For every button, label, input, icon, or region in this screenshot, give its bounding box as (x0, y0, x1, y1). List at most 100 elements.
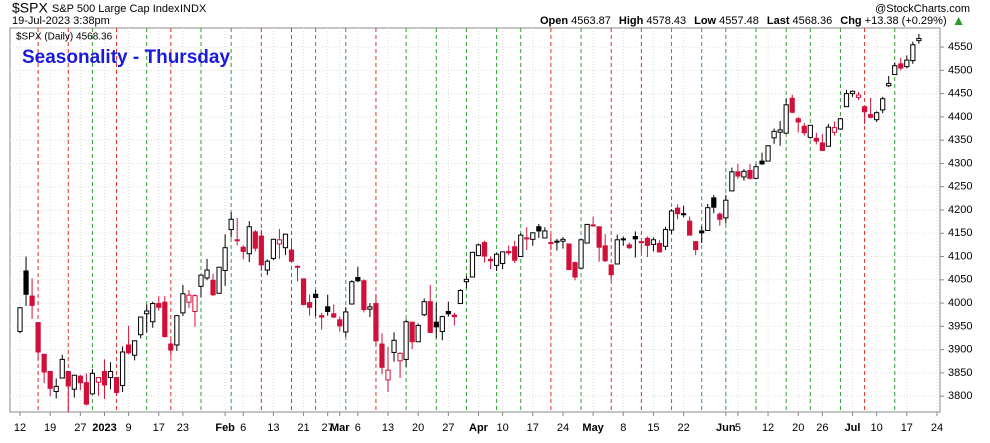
x-tick-label: Apr (469, 422, 489, 434)
candle-body (530, 232, 536, 240)
change-arrow (954, 17, 963, 25)
index-name: S&P 500 Large Cap Index (52, 3, 180, 15)
candle-body (904, 59, 910, 68)
candle-body (373, 303, 379, 342)
quote-value: 4568.36 (793, 15, 833, 27)
plot-frame (9, 27, 941, 413)
candle-body (107, 371, 114, 379)
timestamp: 19-Jul-2023 3:38pm (12, 15, 110, 27)
candle-body (699, 230, 705, 234)
candle-body (421, 301, 427, 316)
candle-body (325, 306, 331, 312)
candle-body (204, 269, 210, 279)
candle-body (276, 239, 283, 245)
symbol: $SPX (12, 0, 48, 16)
x-tick-label: 8 (620, 422, 626, 434)
candle-body (270, 238, 277, 259)
candle-body (379, 343, 385, 368)
candle-body (138, 316, 144, 336)
candle-body (47, 371, 53, 389)
y-tick-label: 3850 (948, 367, 972, 379)
x-tick-label: 27 (322, 422, 334, 434)
y-tick-label: 4050 (948, 274, 972, 286)
x-tick-label: 24 (931, 422, 943, 434)
x-tick-label: 20 (792, 422, 804, 434)
candle-body (548, 242, 554, 245)
candle-body (874, 112, 880, 121)
candle-body (144, 310, 150, 315)
x-tick-label: 13 (267, 422, 279, 434)
candle-body (77, 375, 83, 384)
candle-body (747, 169, 753, 179)
candle-body (343, 311, 349, 333)
candle-body (487, 258, 494, 262)
candle-body (662, 229, 669, 247)
x-tick-label: 10 (871, 422, 883, 434)
candle-body (849, 90, 856, 95)
y-tick-label: 3800 (948, 390, 972, 402)
candle-body (723, 199, 729, 219)
candle-body (150, 303, 156, 323)
candle-body (337, 319, 343, 327)
quote-label: Last (767, 15, 790, 27)
candle-body (174, 315, 180, 346)
candle-body (843, 93, 850, 108)
candle-body (17, 307, 23, 332)
candle-body (288, 249, 295, 262)
x-tick-label: 17 (153, 422, 165, 434)
candle-body (813, 137, 819, 142)
candle-body (65, 371, 71, 387)
candle-body (807, 124, 813, 138)
candle-body (512, 246, 518, 261)
y-tick-label: 4450 (948, 88, 972, 100)
candle-body (35, 322, 41, 353)
candle-body (361, 280, 367, 311)
x-tick-label: 13 (382, 422, 394, 434)
candle-body (578, 239, 584, 269)
candle-body (433, 321, 439, 328)
candle-body (180, 293, 186, 314)
candle-body (355, 276, 361, 282)
candle-body (493, 253, 500, 266)
x-tick-label: 9 (126, 422, 132, 434)
candle-body (560, 238, 566, 242)
candle-body (282, 233, 289, 249)
y-tick-label: 4300 (948, 157, 972, 169)
candle-body (680, 213, 687, 216)
candle-body (729, 171, 735, 192)
candle-body (500, 251, 506, 265)
candle-body (735, 171, 741, 177)
candle-body (385, 369, 391, 381)
x-tick-label: 15 (647, 422, 659, 434)
candle-body (457, 290, 464, 305)
candle-body (29, 295, 35, 306)
x-tick-label: 19 (44, 422, 56, 434)
candle-body (795, 118, 801, 123)
candle-body (246, 226, 252, 255)
quote-label: Open (540, 15, 568, 27)
candle-body (264, 260, 270, 271)
candle-body (409, 321, 415, 343)
chart-title: Seasonality - Thursday (22, 47, 230, 68)
candle-body (53, 385, 59, 393)
candle-body (41, 353, 47, 373)
x-tick-label: 22 (677, 422, 689, 434)
x-tick-label: 12 (14, 422, 26, 434)
candle-body (668, 210, 675, 231)
y-tick-label: 3950 (948, 320, 972, 332)
candle-body (554, 240, 560, 243)
candle-body (638, 241, 644, 244)
x-tick-label: 10 (497, 422, 509, 434)
y-tick-label: 4350 (948, 134, 972, 146)
candle-body (198, 274, 204, 287)
candle-body (228, 218, 234, 231)
candle-body (439, 316, 445, 332)
candle-body (132, 340, 138, 356)
candle-body (463, 278, 470, 283)
x-tick-label: 6 (355, 422, 361, 434)
quote-label: High (619, 15, 644, 27)
candle-body (192, 295, 198, 312)
x-tick-label: Feb (215, 422, 235, 434)
x-tick-label: 26 (816, 422, 828, 434)
